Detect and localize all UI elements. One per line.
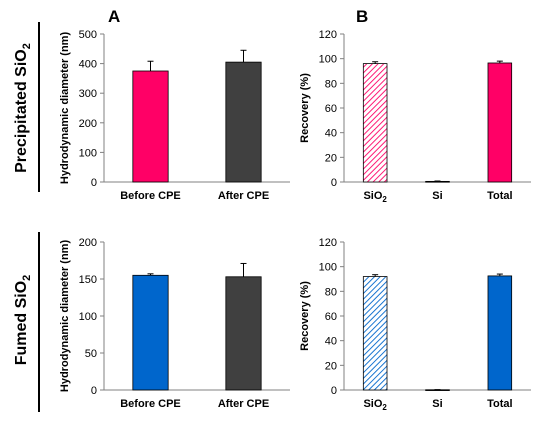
row-label-fumed: Fumed SiO2 bbox=[13, 275, 33, 366]
precip-recovery-y-tick-label: 0 bbox=[331, 177, 337, 189]
panel-label-a: A bbox=[108, 7, 120, 26]
precip-diameter-bar bbox=[225, 61, 262, 183]
precip-recovery-y-tick-label: 20 bbox=[325, 152, 337, 164]
precip-recovery-category-text: Si bbox=[432, 190, 442, 202]
fumed-recovery-category-label: SiO2 bbox=[363, 398, 387, 412]
precip-diameter-category-text: Before CPE bbox=[120, 190, 181, 202]
precip-recovery-y-tick-label: 40 bbox=[325, 128, 337, 140]
fumed-recovery-category-text: SiO bbox=[363, 398, 382, 410]
precip-recovery-bar bbox=[487, 62, 513, 183]
row-label-precipitated-sub: 2 bbox=[21, 43, 33, 49]
precip-diameter-y-tick-label: 500 bbox=[79, 29, 97, 41]
fumed-recovery-bar bbox=[487, 275, 513, 391]
precip-diameter-y-tick-label: 200 bbox=[79, 118, 97, 130]
fumed-diameter-category-text: Before CPE bbox=[120, 398, 181, 410]
row-label-fumed-text: Fumed SiO bbox=[13, 281, 30, 365]
row-label-precipitated: Precipitated SiO2 bbox=[13, 43, 33, 173]
fumed-diameter-bar bbox=[132, 274, 169, 391]
fumed-diameter-y-tick-label: 100 bbox=[79, 311, 97, 323]
fumed-diameter-category-text: After CPE bbox=[218, 398, 269, 410]
panel-label-b: B bbox=[356, 7, 368, 26]
fumed-diameter-y-tick-label: 150 bbox=[79, 274, 97, 286]
precip-recovery-category-subscript: 2 bbox=[382, 195, 387, 204]
precip-recovery-category-label: SiO2 bbox=[363, 190, 387, 204]
fumed-diameter-y-axis-label: Hydrodynamic diameter (nm) bbox=[59, 240, 71, 393]
precip-diameter-y-axis-label: Hydrodynamic diameter (nm) bbox=[59, 32, 71, 185]
fumed-recovery-y-tick-label: 100 bbox=[319, 262, 337, 274]
precip-diameter-bar bbox=[132, 70, 169, 183]
fumed-diameter-y-tick-label: 200 bbox=[79, 237, 97, 249]
fumed-recovery-y-tick-label: 60 bbox=[325, 311, 337, 323]
precip-diameter-y-tick-label: 400 bbox=[79, 59, 97, 71]
precip-recovery-y-tick-label: 100 bbox=[319, 54, 337, 66]
fumed-recovery-category-label: Si bbox=[432, 398, 442, 410]
svg-text:Fumed SiO2: Fumed SiO2 bbox=[13, 275, 33, 366]
fumed-recovery-category-subscript: 2 bbox=[382, 403, 387, 412]
precip-diameter-category-text: After CPE bbox=[218, 190, 269, 202]
precip-diameter-y-tick-label: 100 bbox=[79, 147, 97, 159]
fumed-recovery-y-axis-label: Recovery (%) bbox=[299, 281, 311, 351]
row-label-fumed-sub: 2 bbox=[21, 275, 33, 281]
precip-recovery-y-tick-label: 60 bbox=[325, 103, 337, 115]
precip-diameter-y-tick-label: 0 bbox=[91, 177, 97, 189]
fumed-recovery-y-tick-label: 120 bbox=[319, 237, 337, 249]
fumed-diameter-category-label: After CPE bbox=[218, 398, 269, 410]
precip-recovery-category-label: Si bbox=[432, 190, 442, 202]
fumed-recovery-category-text: Si bbox=[432, 398, 442, 410]
fumed-recovery-y-tick-label: 40 bbox=[325, 336, 337, 348]
precip-recovery-category-text: Total bbox=[487, 190, 512, 202]
fumed-recovery-y-tick-label: 0 bbox=[331, 385, 337, 397]
fumed-diameter-category-label: Before CPE bbox=[120, 398, 181, 410]
fumed-recovery-y-tick-label: 80 bbox=[325, 286, 337, 298]
precip-diameter-y-tick-label: 300 bbox=[79, 88, 97, 100]
fumed-diameter-y-tick-label: 50 bbox=[85, 348, 97, 360]
fumed-recovery-category-text: Total bbox=[487, 398, 512, 410]
precip-diameter-category-label: After CPE bbox=[218, 190, 269, 202]
precip-recovery-category-text: SiO bbox=[363, 190, 382, 202]
fumed-recovery-bar bbox=[362, 276, 388, 391]
precip-recovery-y-axis-label: Recovery (%) bbox=[299, 73, 311, 143]
svg-text:Precipitated SiO2: Precipitated SiO2 bbox=[13, 43, 33, 173]
precip-recovery-y-tick-label: 80 bbox=[325, 78, 337, 90]
fumed-diameter-y-tick-label: 0 bbox=[91, 385, 97, 397]
precip-recovery-y-tick-label: 120 bbox=[319, 29, 337, 41]
precip-recovery-category-label: Total bbox=[487, 190, 512, 202]
precip-diameter-category-label: Before CPE bbox=[120, 190, 181, 202]
row-label-precipitated-text: Precipitated SiO bbox=[13, 49, 30, 173]
fumed-recovery-y-tick-label: 20 bbox=[325, 360, 337, 372]
precip-recovery-bar bbox=[362, 63, 388, 183]
fumed-recovery-category-label: Total bbox=[487, 398, 512, 410]
fumed-diameter-bar bbox=[225, 276, 262, 391]
